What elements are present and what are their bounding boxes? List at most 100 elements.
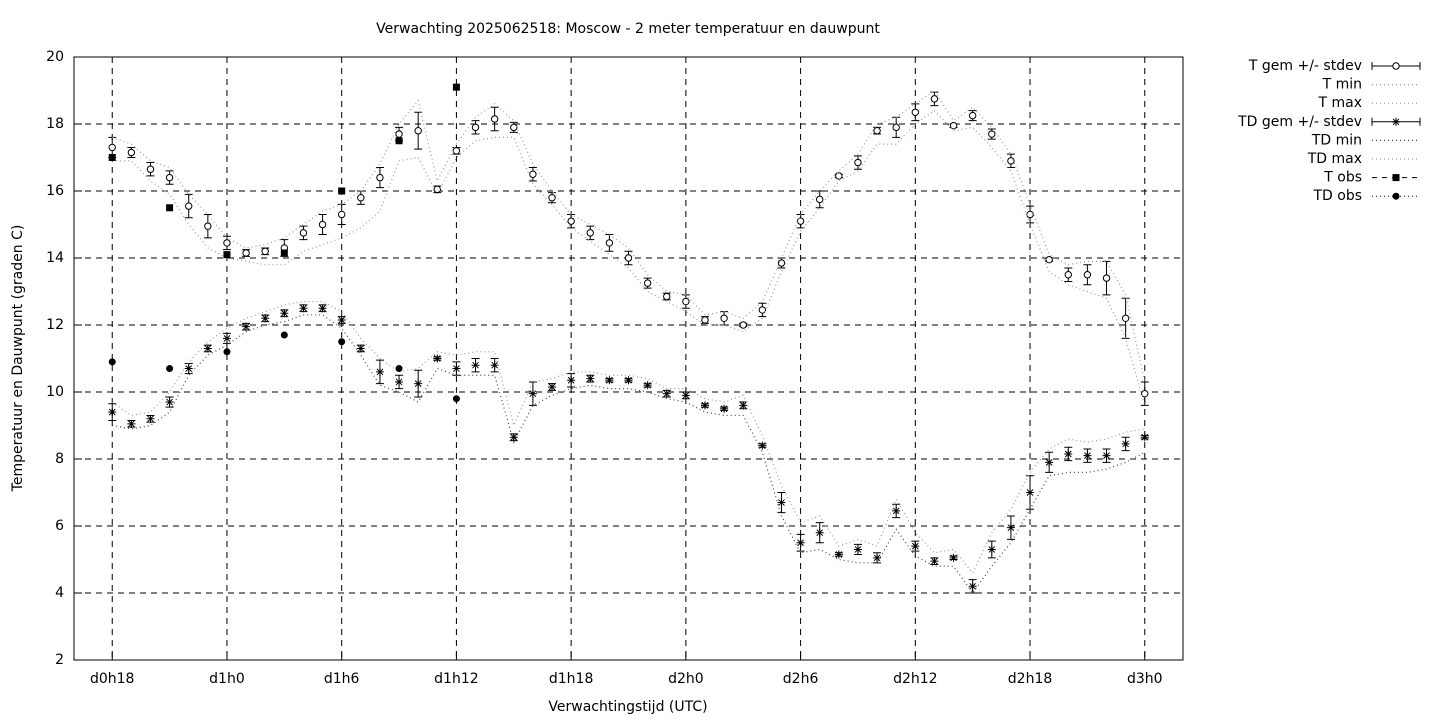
marker — [108, 408, 117, 417]
marker — [739, 401, 748, 410]
y-tick-label: 10 — [46, 384, 64, 400]
x-tick-label: d1h0 — [209, 671, 245, 687]
marker — [510, 123, 518, 132]
marker — [356, 344, 365, 353]
legend-label: T max — [1317, 95, 1362, 111]
x-axis-label: Verwachtingstijd (UTC) — [548, 699, 707, 715]
x-tick-label: d3h0 — [1127, 671, 1163, 687]
marker — [777, 259, 786, 267]
marker — [643, 279, 652, 287]
marker — [395, 130, 403, 138]
marker — [1140, 433, 1149, 442]
marker — [108, 154, 116, 161]
marker — [834, 550, 843, 559]
marker — [222, 334, 231, 343]
y-tick-label: 14 — [46, 250, 64, 266]
marker — [337, 315, 346, 324]
marker — [203, 344, 212, 353]
marker — [1141, 389, 1149, 398]
marker — [471, 123, 480, 132]
x-tick-label: d1h6 — [324, 671, 360, 687]
marker — [1121, 314, 1130, 322]
marker — [873, 553, 882, 562]
marker — [567, 217, 575, 225]
marker — [127, 148, 136, 157]
marker — [663, 292, 671, 301]
marker — [414, 127, 422, 135]
marker — [853, 545, 862, 554]
marker — [1045, 458, 1054, 467]
marker — [873, 127, 881, 135]
x-tick-label: d2h6 — [783, 671, 819, 687]
marker — [758, 441, 767, 450]
y-tick-label: 2 — [55, 652, 64, 668]
legend-label: TD gem +/- stdev — [1237, 114, 1362, 130]
marker — [529, 170, 537, 178]
x-tick-label: d1h18 — [549, 671, 593, 687]
marker — [930, 557, 939, 566]
legend-label: T min — [1322, 77, 1362, 93]
marker — [949, 121, 958, 130]
marker — [166, 365, 174, 373]
legend-marker — [1392, 174, 1400, 182]
marker — [452, 395, 460, 403]
marker — [204, 222, 212, 230]
y-tick-label: 12 — [46, 317, 64, 333]
marker — [739, 321, 747, 329]
marker — [796, 217, 805, 225]
y-tick-label: 4 — [55, 585, 64, 601]
marker — [701, 316, 709, 324]
marker — [911, 542, 920, 551]
marker — [682, 297, 690, 306]
marker — [452, 83, 460, 91]
marker — [1007, 157, 1015, 165]
x-tick-label: d0h18 — [90, 671, 134, 687]
marker — [1026, 210, 1034, 219]
marker — [758, 306, 767, 314]
marker — [854, 158, 862, 167]
marker — [892, 123, 900, 132]
marker — [1083, 271, 1092, 279]
marker — [299, 229, 308, 237]
y-tick-label: 16 — [46, 183, 64, 199]
marker — [892, 506, 901, 515]
marker — [261, 314, 270, 323]
marker — [987, 545, 996, 554]
y-axis-label: Temperatuur en Dauwpunt (graden C) — [10, 225, 26, 493]
marker — [223, 348, 231, 356]
marker — [624, 254, 633, 262]
marker — [815, 528, 824, 537]
chart-title: Verwachting 2025062518: Moscow - 2 meter… — [376, 21, 880, 37]
marker — [242, 322, 251, 331]
marker — [1083, 451, 1092, 460]
marker — [318, 220, 327, 229]
marker — [395, 365, 403, 373]
x-tick-label: d1h12 — [434, 671, 478, 687]
marker — [624, 376, 633, 385]
marker — [223, 239, 231, 247]
marker — [108, 358, 116, 366]
marker — [911, 108, 920, 116]
y-tick-label: 8 — [55, 451, 64, 467]
marker — [1121, 439, 1130, 448]
marker — [108, 143, 116, 152]
line — [111, 300, 1145, 575]
marker — [242, 249, 250, 257]
marker — [146, 414, 155, 423]
marker — [357, 194, 365, 202]
legend-label: TD obs — [1312, 188, 1362, 204]
line — [112, 314, 1146, 595]
marker — [835, 172, 843, 180]
marker — [548, 382, 557, 391]
marker — [930, 95, 939, 103]
marker — [643, 381, 652, 390]
marker — [165, 398, 174, 407]
marker — [1026, 488, 1035, 497]
marker — [395, 137, 403, 145]
marker — [777, 498, 786, 507]
x-tick-label: d2h0 — [668, 671, 704, 687]
marker — [548, 194, 556, 202]
marker — [949, 553, 958, 562]
marker — [165, 173, 174, 182]
